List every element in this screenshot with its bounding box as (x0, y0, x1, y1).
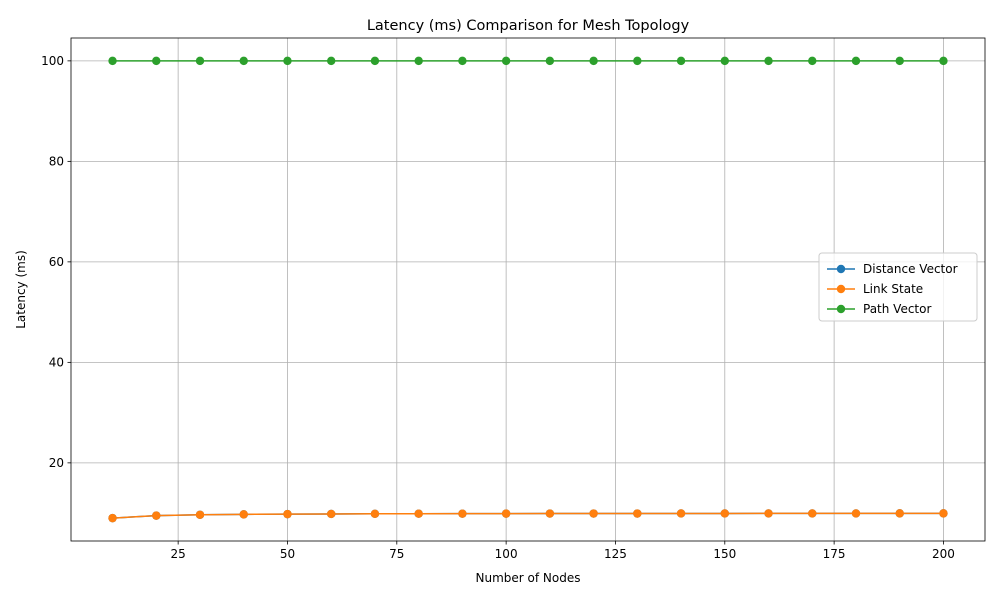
legend-label: Link State (863, 282, 923, 296)
legend-item: Link State (827, 282, 923, 296)
x-tick-label: 175 (823, 547, 846, 561)
y-tick-label: 40 (49, 356, 64, 370)
data-point (545, 56, 555, 66)
legend-box (818, 252, 978, 322)
x-tick-label: 125 (604, 547, 627, 561)
y-axis-title: Latency (ms) (14, 250, 28, 329)
series-link-state (108, 509, 948, 523)
data-point (283, 56, 292, 66)
data-point (414, 509, 423, 518)
y-tick-label: 20 (49, 456, 64, 470)
legend-label: Path Vector (863, 302, 931, 316)
data-point (895, 509, 904, 518)
x-axis-title: Number of Nodes (476, 571, 581, 585)
data-point (545, 509, 555, 518)
data-point (939, 509, 948, 518)
data-point (239, 510, 248, 519)
x-tick-label: 100 (495, 547, 518, 561)
data-point (283, 509, 292, 519)
data-point (458, 509, 467, 518)
y-tick-label: 60 (49, 255, 64, 269)
x-tick-label: 150 (713, 547, 736, 561)
series-line (112, 512, 944, 519)
data-point (808, 509, 817, 518)
data-point (501, 56, 511, 66)
series-path-vector (108, 56, 948, 66)
data-point (633, 56, 642, 66)
axis-ticks: 25 50 75 100 125 150 175 200 20 40 60 80 100 (41, 54, 955, 561)
legend-marker-swatch (836, 284, 846, 294)
x-tick-label: 200 (932, 547, 955, 561)
chart-title: Latency (ms) Comparison for Mesh Topolog… (367, 18, 690, 34)
data-point (327, 56, 336, 66)
data-point (851, 509, 861, 518)
legend-marker-swatch (836, 304, 846, 314)
y-tick-label: 80 (49, 155, 64, 169)
plot-area-frame (70, 37, 986, 542)
data-point (676, 509, 686, 518)
data-point (764, 56, 773, 66)
data-point (370, 509, 380, 519)
data-point (764, 509, 773, 518)
x-tick-label: 50 (280, 547, 295, 561)
data-point (239, 56, 248, 66)
legend-label: Distance Vector (863, 262, 958, 276)
data-point (895, 56, 904, 66)
legend-marker-swatch (836, 264, 846, 274)
data-point (589, 509, 598, 518)
data-point (152, 511, 161, 520)
data-point (414, 56, 423, 66)
data-point (939, 56, 948, 66)
legend-item: Distance Vector (827, 262, 958, 276)
data-point (195, 510, 205, 519)
data-point (458, 56, 467, 66)
x-tick-label: 75 (389, 547, 404, 561)
data-point (633, 509, 642, 518)
data-point (195, 56, 205, 66)
x-tick-label: 25 (171, 547, 186, 561)
data-point (808, 56, 817, 66)
series-layer (108, 56, 948, 523)
data-point (720, 509, 729, 518)
data-point (108, 513, 117, 523)
data-point (589, 56, 598, 66)
legend: Distance Vector Link State Path Vector (818, 252, 978, 322)
data-point (501, 509, 511, 518)
data-point (370, 56, 380, 66)
data-point (676, 56, 686, 66)
data-point (720, 56, 729, 66)
y-tick-label: 100 (41, 54, 64, 68)
data-point (327, 509, 336, 519)
data-point (851, 56, 861, 66)
data-point (152, 56, 161, 66)
data-point (108, 56, 117, 66)
legend-item: Path Vector (827, 302, 931, 316)
